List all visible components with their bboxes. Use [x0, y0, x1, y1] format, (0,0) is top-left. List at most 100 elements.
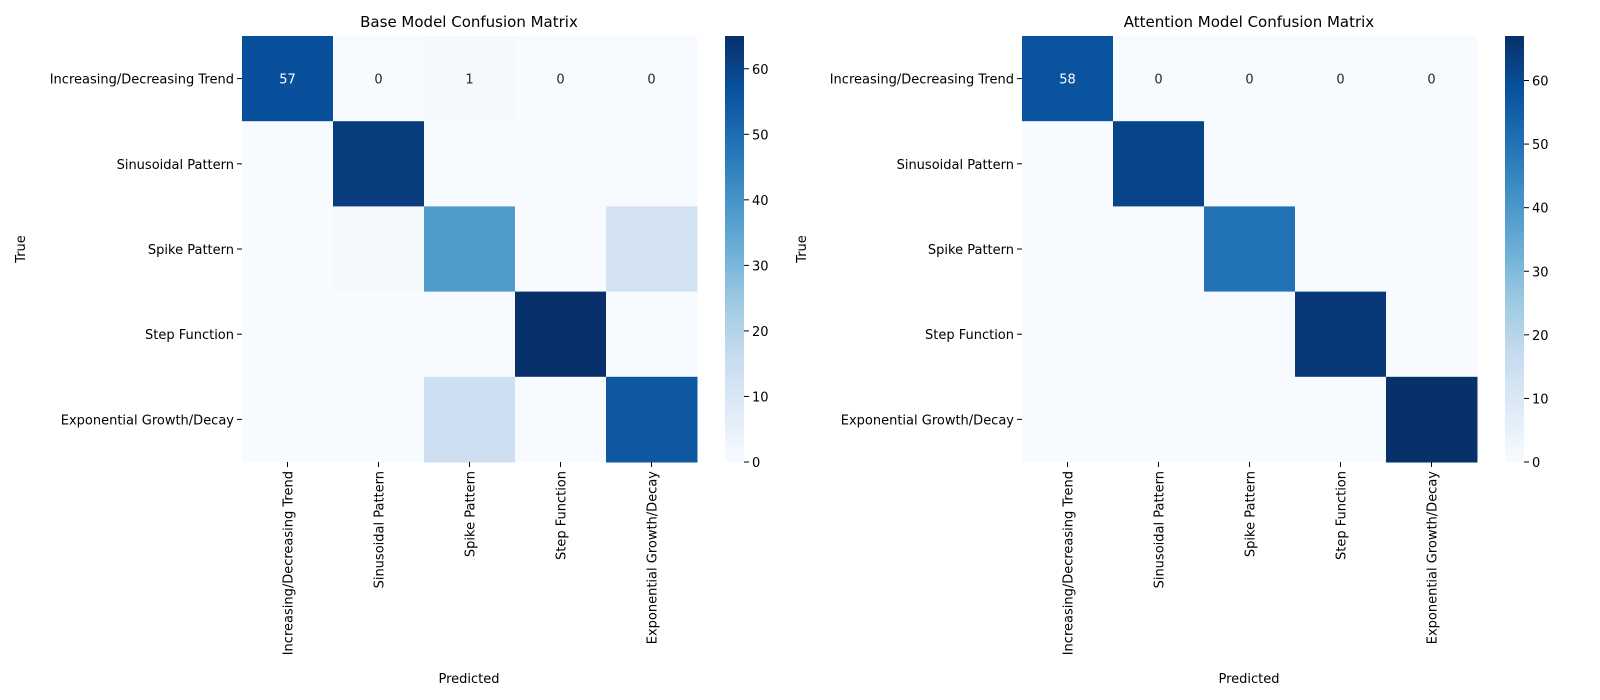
- cell-value-label: 57: [279, 73, 296, 88]
- heatmap-cell: [1204, 376, 1296, 463]
- y-tick-label: Spike Pattern: [148, 243, 234, 258]
- colorbar-tick-label: 30: [1532, 265, 1549, 280]
- y-tick-label: Spike Pattern: [928, 243, 1014, 258]
- heatmap-cell: [1022, 36, 1114, 122]
- colorbar-tick-label: 60: [1532, 75, 1549, 90]
- heatmap-cell: [606, 291, 698, 378]
- colorbar-ticks: 0 10 20 30 40 50 60: [1524, 75, 1549, 471]
- heatmap-cell: [1113, 36, 1205, 122]
- x-tick-label: Sinusoidal Pattern: [373, 471, 388, 588]
- cell-value-label: 0: [1336, 73, 1344, 88]
- colorbar-tick-label: 0: [752, 456, 760, 471]
- heatmap-cell: [1113, 206, 1205, 293]
- cell-annotations: 57 0 1 0 0: [279, 73, 655, 88]
- heatmap-cell: [424, 36, 516, 122]
- x-tick-label: Step Function: [555, 471, 570, 560]
- cell-value-label: 0: [647, 73, 655, 88]
- cell-annotations: 58 0 0 0 0: [1059, 73, 1435, 88]
- heatmap-cell: [1204, 206, 1296, 293]
- heatmap-cell: [424, 206, 516, 293]
- heatmap-cell: [242, 376, 334, 463]
- heatmap-cell: [1386, 36, 1478, 122]
- x-tick-label: Step Function: [1335, 471, 1350, 560]
- heatmap-cell: [242, 291, 334, 378]
- x-axis-label: Predicted: [438, 672, 499, 687]
- heatmap-cell: [606, 206, 698, 293]
- x-tick-label: Sinusoidal Pattern: [1153, 471, 1168, 588]
- colorbar-tick-label: 50: [752, 128, 769, 143]
- cell-value-label: 0: [1154, 73, 1162, 88]
- heatmap-cell: [1295, 206, 1387, 293]
- heatmap-cell: [424, 121, 516, 207]
- colorbar-tick-label: 10: [752, 390, 769, 405]
- attention-model-panel: Attention Model Confusion Matrix 58 0 0 0 0 …: [795, 13, 1549, 687]
- y-tick-label: Exponential Growth/Decay: [841, 413, 1015, 428]
- y-tick-labels: Increasing/Decreasing Trend Sinusoidal Pa…: [830, 73, 1022, 428]
- x-tick-label: Spike Pattern: [1244, 471, 1259, 557]
- colorbar-tick-label: 20: [752, 325, 769, 340]
- x-axis-label: Predicted: [1218, 672, 1279, 687]
- heatmap-cell: [515, 36, 607, 122]
- heatmap-cell: [333, 291, 425, 378]
- heatmap-cell: [606, 376, 698, 463]
- heatmap-cell: [515, 206, 607, 293]
- heatmap-cell: [515, 291, 607, 378]
- heatmap-cell: [606, 36, 698, 122]
- heatmap-cell: [333, 36, 425, 122]
- y-axis-label: True: [795, 235, 810, 264]
- heatmap-cell: [1022, 121, 1114, 207]
- heatmap-cell: [1386, 206, 1478, 293]
- heatmap-cell: [1022, 376, 1114, 463]
- y-tick-labels: Increasing/Decreasing Trend Sinusoidal Pa…: [50, 73, 242, 428]
- heatmap-cell: [1022, 206, 1114, 293]
- colorbar: [725, 36, 744, 462]
- heatmap-cell: [1113, 121, 1205, 207]
- cell-value-label: 0: [1245, 73, 1253, 88]
- y-tick-label: Sinusoidal Pattern: [117, 158, 234, 173]
- x-tick-label: Exponential Growth/Decay: [646, 471, 661, 645]
- y-axis-label: True: [14, 235, 29, 264]
- colorbar-tick-label: 50: [1532, 138, 1549, 153]
- colorbar: [1505, 36, 1524, 462]
- heatmap-cell: [1295, 291, 1387, 378]
- heatmap-cell: [1295, 121, 1387, 207]
- cell-value-label: 0: [1427, 73, 1435, 88]
- chart-title: Attention Model Confusion Matrix: [1124, 13, 1375, 31]
- heatmap-cell: [242, 121, 334, 207]
- heatmap-cell: [333, 376, 425, 463]
- cell-value-label: 58: [1059, 73, 1076, 88]
- x-tick-label: Exponential Growth/Decay: [1426, 471, 1441, 645]
- heatmap-cell: [242, 36, 334, 122]
- x-tick-label: Increasing/Decreasing Trend: [1062, 471, 1077, 655]
- cell-value-label: 0: [374, 73, 382, 88]
- heatmap-cell: [1113, 291, 1205, 378]
- colorbar-tick-label: 0: [1532, 456, 1540, 471]
- heatmap-cells: [1022, 36, 1478, 463]
- heatmap-cell: [1386, 291, 1478, 378]
- heatmap-cell: [515, 376, 607, 463]
- heatmap-cell: [333, 121, 425, 207]
- colorbar-tick-label: 30: [752, 259, 769, 274]
- heatmap-cell: [515, 121, 607, 207]
- x-tick-label: Spike Pattern: [464, 471, 479, 557]
- cell-value-label: 1: [465, 73, 473, 88]
- heatmap-cell: [424, 376, 516, 463]
- y-tick-label: Increasing/Decreasing Trend: [830, 73, 1014, 88]
- x-tick-labels: Increasing/Decreasing Trend Sinusoidal Pa…: [1062, 462, 1441, 655]
- chart-title: Base Model Confusion Matrix: [360, 13, 578, 31]
- y-tick-label: Step Function: [145, 328, 234, 343]
- heatmap-cell: [1204, 291, 1296, 378]
- heatmap-cell: [1295, 376, 1387, 463]
- colorbar-ticks: 0 10 20 30 40 50 60: [744, 63, 769, 471]
- heatmap-cell: [1113, 376, 1205, 463]
- y-tick-label: Sinusoidal Pattern: [897, 158, 1014, 173]
- heatmap-cell: [333, 206, 425, 293]
- heatmap-cell: [1295, 36, 1387, 122]
- colorbar-tick-label: 10: [1532, 392, 1549, 407]
- x-tick-labels: Increasing/Decreasing Trend Sinusoidal Pa…: [282, 462, 661, 655]
- heatmap-cell: [1022, 291, 1114, 378]
- heatmap-cell: [1386, 121, 1478, 207]
- colorbar-tick-label: 40: [1532, 202, 1549, 217]
- base-model-panel: Base Model Confusion Matrix 57 0 1 0 0 Incre…: [14, 13, 769, 687]
